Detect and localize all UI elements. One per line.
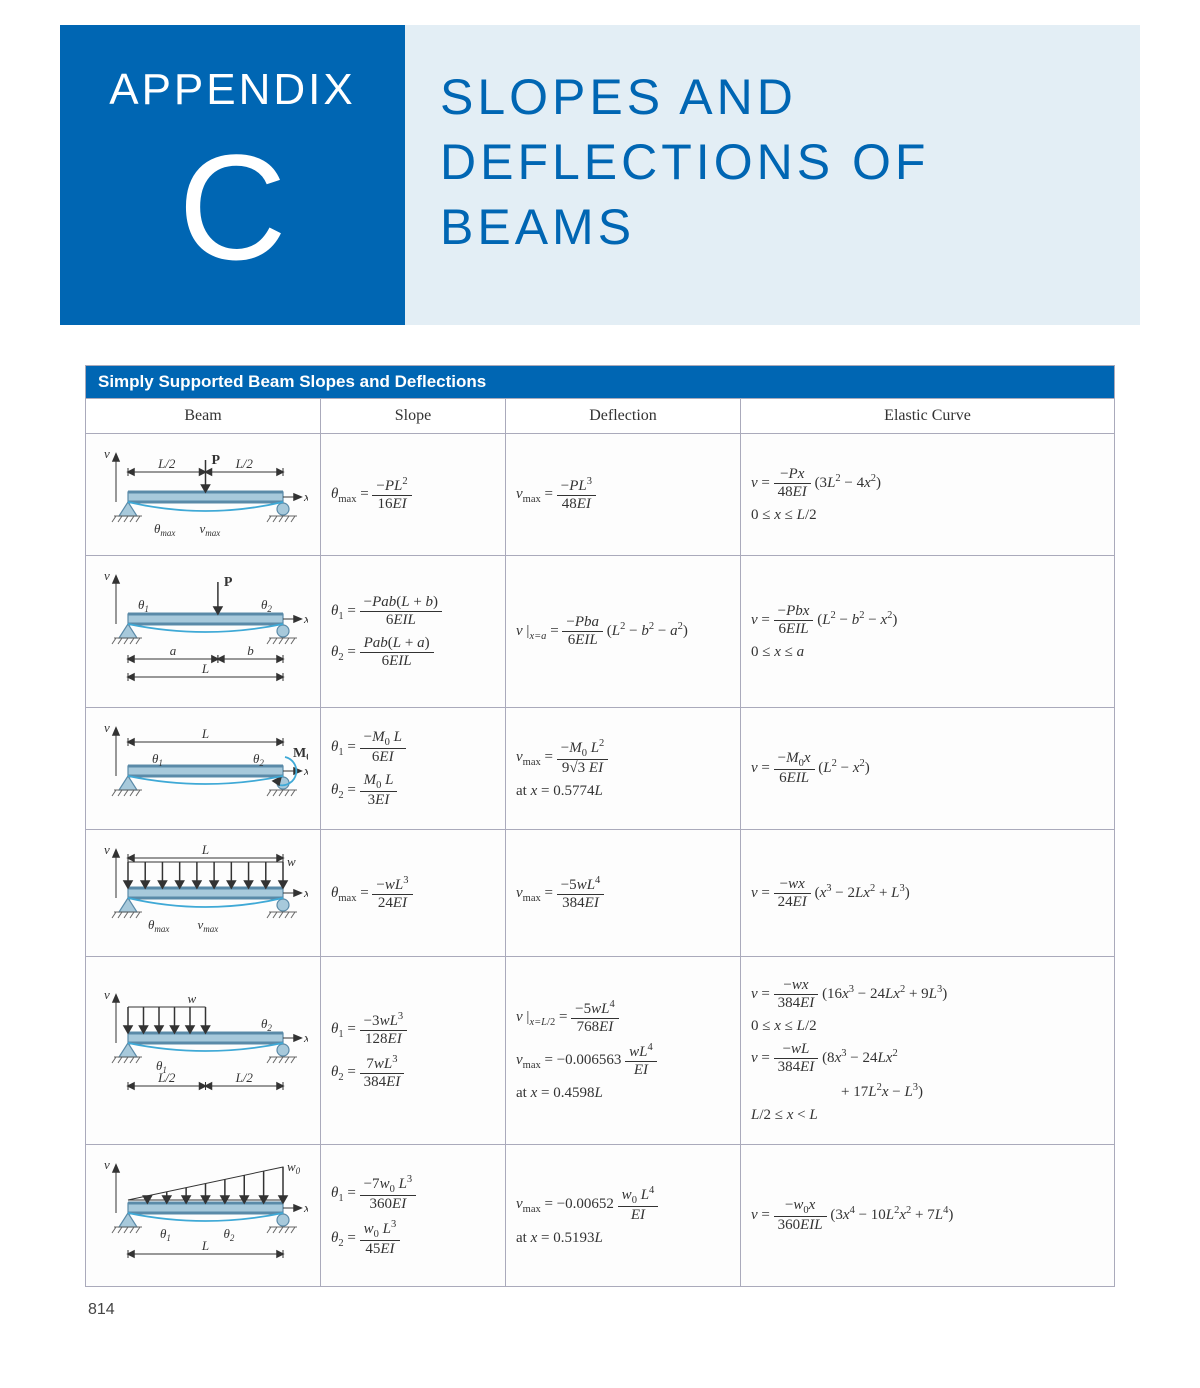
header: APPENDIX C SLOPES AND DEFLECTIONS OF BEA… bbox=[60, 25, 1140, 325]
svg-text:vmax: vmax bbox=[200, 521, 221, 538]
svg-text:P: P bbox=[212, 453, 221, 468]
beam-diagram: v x P bbox=[86, 434, 321, 556]
svg-text:x: x bbox=[303, 1200, 308, 1215]
svg-text:θ2: θ2 bbox=[261, 597, 272, 614]
svg-text:L: L bbox=[201, 842, 209, 857]
svg-text:M0: M0 bbox=[293, 746, 308, 762]
svg-text:L/2: L/2 bbox=[157, 1070, 176, 1085]
deflection-cell: vmax = −5wL4384EI bbox=[506, 830, 741, 957]
svg-text:θ1: θ1 bbox=[152, 751, 163, 768]
page-number: 814 bbox=[88, 1301, 1140, 1319]
elastic-curve-cell: v = −Pbx6EIL (L2 − b2 − x2)0 ≤ x ≤ a bbox=[741, 556, 1115, 708]
table-row: v x bbox=[86, 708, 1115, 830]
svg-text:L/2: L/2 bbox=[235, 1070, 254, 1085]
svg-text:v: v bbox=[104, 1157, 110, 1172]
svg-text:θ1: θ1 bbox=[160, 1226, 171, 1243]
svg-text:θ1: θ1 bbox=[138, 597, 149, 614]
deflection-cell: v |x=L/2 = −5wL4768EIvmax = −0.006563 wL… bbox=[506, 957, 741, 1145]
slope-cell: θmax = −wL324EI bbox=[321, 830, 506, 957]
col-slope: Slope bbox=[321, 399, 506, 434]
col-deflection: Deflection bbox=[506, 399, 741, 434]
beam-table: Simply Supported Beam Slopes and Deflect… bbox=[85, 365, 1115, 1287]
svg-text:w: w bbox=[188, 991, 197, 1006]
svg-text:w: w bbox=[287, 854, 296, 869]
table-caption: Simply Supported Beam Slopes and Deflect… bbox=[86, 366, 1115, 399]
svg-text:x: x bbox=[303, 885, 308, 900]
table-row: v x bbox=[86, 957, 1115, 1145]
svg-text:L: L bbox=[201, 726, 209, 741]
svg-text:L: L bbox=[201, 1238, 209, 1253]
col-beam: Beam bbox=[86, 399, 321, 434]
slope-cell: θ1 = −3wL3128EIθ2 = 7wL3384EI bbox=[321, 957, 506, 1145]
svg-text:v: v bbox=[104, 720, 110, 735]
elastic-curve-cell: v = −M0x6EIL (L2 − x2) bbox=[741, 708, 1115, 830]
deflection-cell: v |x=a = −Pba6EIL (L2 − b2 − a2) bbox=[506, 556, 741, 708]
svg-text:v: v bbox=[104, 446, 110, 461]
slope-cell: θ1 = −Pab(L + b)6EILθ2 = Pab(L + a)6EIL bbox=[321, 556, 506, 708]
svg-text:vmax: vmax bbox=[198, 917, 219, 934]
svg-text:x: x bbox=[303, 611, 308, 626]
svg-text:a: a bbox=[170, 643, 177, 658]
elastic-curve-cell: v = −wx384EI (16x3 − 24Lx2 + 9L3)0 ≤ x ≤… bbox=[741, 957, 1115, 1145]
svg-text:v: v bbox=[104, 842, 110, 857]
page-title: SLOPES AND DEFLECTIONS OF BEAMS bbox=[440, 65, 1110, 260]
svg-text:w0: w0 bbox=[287, 1159, 301, 1176]
elastic-curve-cell: v = −w0x360EIL (3x4 − 10L2x2 + 7L4) bbox=[741, 1145, 1115, 1287]
slope-cell: θ1 = −7w0 L3360EIθ2 = w0 L345EI bbox=[321, 1145, 506, 1287]
svg-text:θ2: θ2 bbox=[261, 1016, 272, 1033]
deflection-cell: vmax = −M0 L29√3 EIat x = 0.5774L bbox=[506, 708, 741, 830]
beam-diagram: v x bbox=[86, 708, 321, 830]
svg-text:v: v bbox=[104, 987, 110, 1002]
page: APPENDIX C SLOPES AND DEFLECTIONS OF BEA… bbox=[0, 0, 1200, 1359]
table-container: Simply Supported Beam Slopes and Deflect… bbox=[85, 365, 1115, 1287]
appendix-letter: C bbox=[178, 125, 286, 290]
beam-diagram: v x bbox=[86, 957, 321, 1145]
svg-text:θmax: θmax bbox=[154, 521, 175, 538]
beam-diagram: v x Pθ1 θ2 bbox=[86, 556, 321, 708]
svg-text:L/2: L/2 bbox=[235, 456, 254, 471]
slope-cell: θ1 = −M0 L6EIθ2 = M0 L3EI bbox=[321, 708, 506, 830]
svg-text:x: x bbox=[303, 489, 308, 504]
svg-text:θmax: θmax bbox=[148, 917, 169, 934]
svg-text:θ2: θ2 bbox=[253, 751, 264, 768]
svg-text:L/2: L/2 bbox=[157, 456, 176, 471]
elastic-curve-cell: v = −wx24EI (x3 − 2Lx2 + L3) bbox=[741, 830, 1115, 957]
beam-diagram: v x bbox=[86, 1145, 321, 1287]
svg-text:v: v bbox=[104, 568, 110, 583]
title-block: SLOPES AND DEFLECTIONS OF BEAMS bbox=[405, 25, 1140, 325]
slope-cell: θmax = −PL216EI bbox=[321, 434, 506, 556]
table-row: v x P bbox=[86, 434, 1115, 556]
table-header-row: Beam Slope Deflection Elastic Curve bbox=[86, 399, 1115, 434]
appendix-badge: APPENDIX C bbox=[60, 25, 405, 325]
svg-text:P: P bbox=[224, 575, 233, 590]
table-row: v x bbox=[86, 830, 1115, 957]
col-elastic-curve: Elastic Curve bbox=[741, 399, 1115, 434]
beam-diagram: v x bbox=[86, 830, 321, 957]
elastic-curve-cell: v = −Px48EI (3L2 − 4x2)0 ≤ x ≤ L/2 bbox=[741, 434, 1115, 556]
table-row: v x Pθ1 θ2 bbox=[86, 556, 1115, 708]
table-row: v x bbox=[86, 1145, 1115, 1287]
svg-text:L: L bbox=[201, 661, 209, 676]
svg-text:x: x bbox=[303, 763, 308, 778]
deflection-cell: vmax = −PL348EI bbox=[506, 434, 741, 556]
deflection-cell: vmax = −0.00652 w0 L4EIat x = 0.5193L bbox=[506, 1145, 741, 1287]
appendix-label: APPENDIX bbox=[109, 65, 356, 115]
svg-text:θ2: θ2 bbox=[224, 1226, 235, 1243]
svg-text:b: b bbox=[247, 643, 254, 658]
svg-text:x: x bbox=[303, 1030, 308, 1045]
